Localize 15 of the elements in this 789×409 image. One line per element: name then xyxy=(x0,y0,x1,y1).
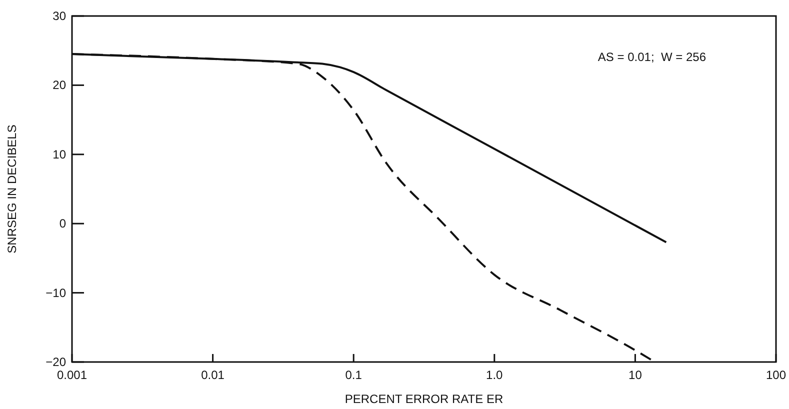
y-tick-label: −20 xyxy=(46,355,66,369)
y-tick-label: −10 xyxy=(46,286,66,300)
x-tick-label: 0.001 xyxy=(56,368,88,382)
y-tick-label: 10 xyxy=(52,147,66,162)
x-axis-title: PERCENT ERROR RATE ER xyxy=(344,392,504,406)
y-tick-label: 30 xyxy=(52,9,66,23)
y-tick-label: 0 xyxy=(59,216,66,231)
x-tick-label: 1.0 xyxy=(486,368,504,382)
x-tick-label: 0.1 xyxy=(345,368,362,382)
x-tick-label: 0.01 xyxy=(201,368,225,382)
y-tick-label: 20 xyxy=(52,78,66,92)
x-tick-label: 10 xyxy=(628,368,642,382)
annotation: AS = 0.01; W = 256 xyxy=(598,50,706,64)
x-tick-label: 100 xyxy=(766,368,786,382)
y-axis-title: SNRSEG IN DECIBELS xyxy=(5,124,19,254)
